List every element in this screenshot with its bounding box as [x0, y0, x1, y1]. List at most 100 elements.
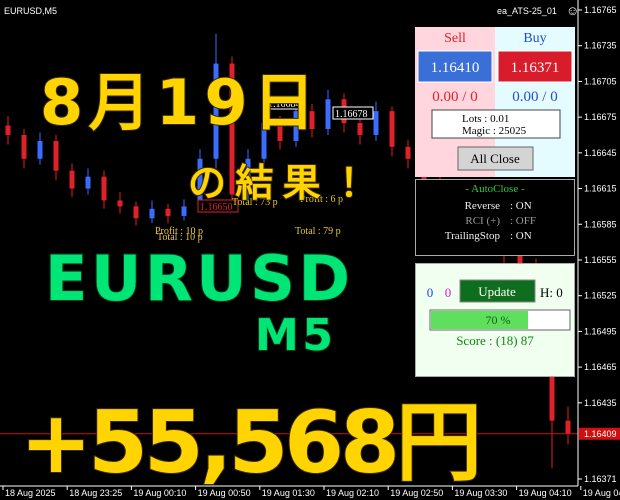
candle-body: [5, 125, 11, 135]
overlay-profit: +55,568円: [20, 393, 482, 493]
count-b: 0: [445, 285, 452, 300]
current-price-label: 1.16409: [584, 429, 617, 439]
time-label: 19 Aug 00:10: [133, 488, 186, 498]
price-tick-label: 1.16495: [584, 326, 617, 336]
trade-label: 1.16684: [268, 99, 301, 110]
sell-label: Sell: [444, 31, 466, 46]
price-tick-label: 1.16675: [584, 112, 617, 122]
trade-label: Total : 10 p: [157, 232, 203, 243]
candle-body: [261, 123, 267, 159]
trade-label-box: [332, 106, 374, 120]
candle-body: [389, 111, 395, 147]
candle-body: [117, 200, 123, 207]
all-close-label: All Close: [470, 151, 520, 166]
candle-body: [37, 140, 43, 159]
autoclose-state: : OFF: [510, 215, 536, 227]
symbol: EURUSD,M5: [4, 6, 57, 16]
price-tick-label: 1.16525: [584, 291, 617, 301]
price-axis: 1.16765 1.16735 1.16705 1.16675 1.16645 1.166…: [0, 5, 620, 498]
time-label: 19 Aug 04:5: [583, 488, 620, 498]
time-label: 19 Aug 04:10: [519, 488, 572, 498]
magic: Magic : 25025: [462, 125, 527, 137]
price-tick-label: 1.16705: [584, 76, 617, 86]
ea-name: ea_ATS-25_01: [497, 6, 557, 16]
price-tick-label: 1.16615: [584, 184, 617, 194]
buy-label: Buy: [523, 31, 546, 46]
price-tick-label: 1.16435: [584, 398, 617, 408]
lots: Lots : 0.01: [462, 113, 509, 125]
sell-price: 1.16410: [431, 60, 480, 76]
autoclose-state: : ON: [510, 230, 532, 242]
trade-label-box: [197, 199, 239, 213]
trade-label: 1.16678: [335, 109, 368, 120]
sell-button[interactable]: [417, 50, 493, 83]
candle-body: [165, 208, 171, 216]
progress-label: 70 %: [486, 313, 511, 327]
ea-icon: ☺: [566, 3, 579, 18]
candle-body: [245, 158, 251, 195]
lots-box: [431, 109, 561, 139]
autoclose-name: TrailingStop: [445, 230, 501, 242]
time-label: 18 Aug 23:25: [69, 488, 122, 498]
price-tick-label: 1.16645: [584, 148, 617, 158]
overlay-pair: EURUSD: [45, 242, 350, 315]
time-label: 19 Aug 03:30: [454, 488, 507, 498]
time-label: 19 Aug 00:50: [198, 488, 251, 498]
current-price-box: [579, 427, 620, 440]
update-label: Update: [478, 284, 516, 299]
price-tick-label: 1.16371: [584, 474, 617, 484]
candle-body: [21, 134, 27, 159]
count-a: 0: [427, 285, 434, 300]
trade-label-box: [265, 96, 307, 110]
candle-body: [149, 208, 155, 219]
candle-body: [181, 206, 187, 216]
buy-button[interactable]: [497, 50, 573, 83]
trade-label: 1.16650: [200, 202, 233, 213]
candle-body: [309, 111, 315, 130]
candle-body: [53, 140, 59, 171]
time-label: 19 Aug 02:50: [390, 488, 443, 498]
candle-body: [405, 146, 411, 159]
candle-body: [549, 361, 555, 421]
price-tick-label: 1.16465: [584, 362, 617, 372]
sell-pl: 0.00 / 0: [432, 89, 477, 105]
update-button[interactable]: [459, 279, 536, 303]
price-tick-label: 1.16735: [584, 41, 617, 51]
autoclose-title: - AutoClose -: [465, 183, 525, 195]
progress-fill: [431, 311, 528, 329]
score: Score : (18) 87: [456, 333, 534, 348]
time-label: 19 Aug 02:10: [326, 488, 379, 498]
trade-label: Total : 73 p: [232, 197, 278, 208]
candle-body: [277, 123, 283, 141]
autoclose-panel: [415, 179, 575, 256]
price-tick-label: 1.16585: [584, 219, 617, 229]
buy-price: 1.16371: [511, 60, 560, 76]
autoclose-state: : ON: [510, 200, 532, 212]
overlay-date: 8月19日: [40, 66, 315, 139]
candle-body: [357, 123, 363, 135]
candle-body: [213, 63, 219, 159]
candle-body: [565, 420, 571, 434]
candle-body: [197, 158, 203, 207]
autoclose-name: Reverse: [465, 200, 501, 212]
all-close-button[interactable]: [457, 146, 534, 171]
candle-body: [517, 254, 523, 266]
autoclose-rows: Reverse : ON RCI (+) : OFF TrailingStop : ON: [445, 200, 536, 242]
candle-body: [373, 111, 379, 135]
trade-label: Profit : 10 p: [155, 226, 203, 237]
time-label: 18 Aug 2025: [5, 488, 56, 498]
h-count: H: 0: [540, 285, 563, 300]
time-label: 19 Aug 01:30: [262, 488, 315, 498]
autoclose-name: RCI (+): [465, 215, 500, 227]
candle-body: [101, 176, 107, 201]
candle-body: [293, 111, 299, 141]
candle-body: [325, 99, 331, 130]
overlay-timeframe: M5: [255, 310, 333, 361]
buy-pl: 0.00 / 0: [512, 89, 557, 105]
candle-body: [85, 176, 91, 189]
trade-label: Profit : 6 p: [300, 194, 343, 205]
trade-label: Total : 79 p: [295, 226, 341, 237]
candle-body: [229, 63, 235, 195]
